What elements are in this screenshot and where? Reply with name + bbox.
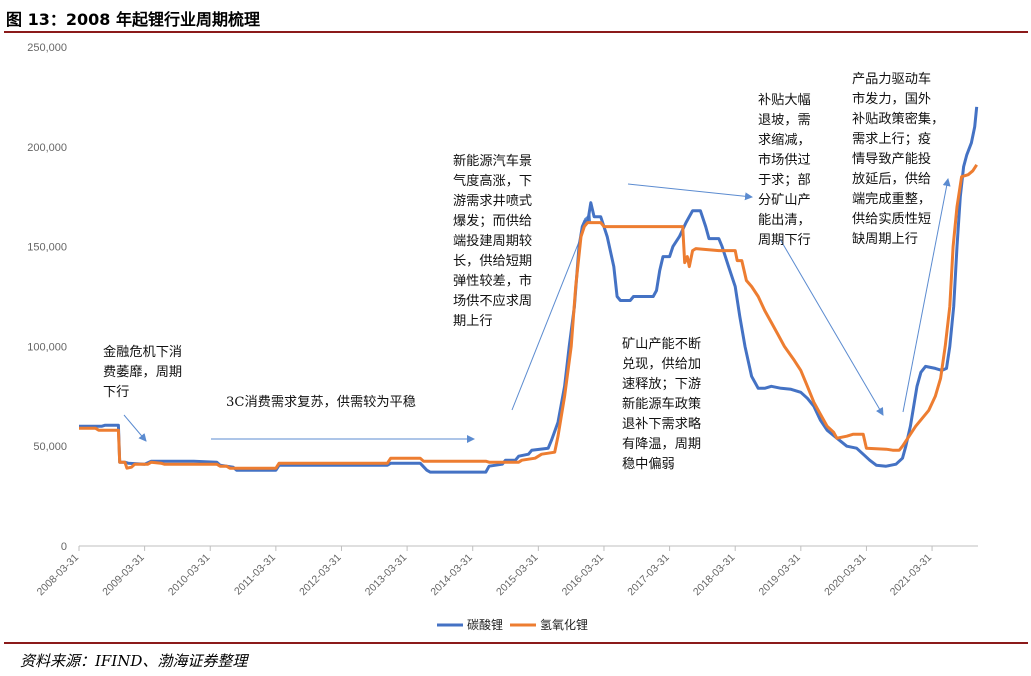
- y-axis: 0 50,000 100,000 150,000 200,000 250,000: [27, 42, 67, 553]
- annotation-line: 气度高涨，下: [453, 174, 533, 189]
- x-tick-label: 2009-03-31: [100, 552, 147, 599]
- y-tick-label: 250,000: [27, 42, 67, 54]
- x-tick-label: 2014-03-31: [428, 552, 475, 599]
- legend: 碳酸锂 氢氧化锂: [437, 617, 588, 632]
- annotation-line: 矿山产能不断: [622, 337, 702, 352]
- annotation-line: 有降温，周期: [622, 437, 702, 452]
- annotation-line: 3C消费需求复苏，供需较为平稳: [226, 395, 416, 410]
- annotation-ev-boom: 新能源汽车景 气度高涨，下 游需求井喷式 爆发；而供给 端投建周期较 长，供给短期 弹性较差…: [453, 152, 532, 332]
- annotation-arrow: [627, 183, 753, 201]
- y-tick-label: 50,000: [33, 441, 67, 453]
- figure-title: 图 13：2008 年起锂行业周期梳理: [6, 10, 260, 29]
- x-tick-label: 2011-03-31: [232, 552, 278, 598]
- source-note: 资料来源：IFIND、渤海证券整理: [20, 652, 248, 670]
- annotation-line: 兑现，供给加: [622, 357, 702, 372]
- y-tick-label: 100,000: [27, 341, 67, 353]
- x-tick-label: 2013-03-31: [363, 552, 410, 599]
- x-tick-label: 2012-03-31: [297, 552, 344, 599]
- x-tick-label: 2017-03-31: [625, 552, 672, 599]
- annotation-line: 能出清，: [758, 213, 811, 228]
- annotation-demand-upcycle: 产品力驱动车 市发力，国外 补贴政策密集， 需求上行；疫 情导致产能投 放延后，供给 端完成…: [852, 70, 944, 250]
- annotation-line: 产品力驱动车: [852, 72, 932, 87]
- x-tick-label: 2018-03-31: [691, 552, 738, 599]
- annotation-line: 情导致产能投: [852, 152, 932, 167]
- annotation-line: 求缩减，: [758, 133, 811, 148]
- annotation-line: 于求；部: [758, 173, 811, 188]
- series-layer: [79, 106, 979, 474]
- annotation-line: 弹性较差，市: [453, 274, 533, 289]
- annotation-line: 端投建周期较: [453, 234, 533, 249]
- y-tick-label: 150,000: [27, 242, 67, 254]
- series-line-lithium-carbonate: [79, 106, 979, 474]
- annotation-line: 分矿山产: [758, 193, 811, 208]
- annotation-line: 市场供过: [758, 153, 811, 168]
- x-tick-label: 2010-03-31: [166, 552, 213, 599]
- annotation-line: 游需求井喷式: [453, 194, 533, 209]
- x-tick-label: 2016-03-31: [560, 552, 607, 599]
- annotation-line: 期上行: [453, 314, 493, 329]
- figure-header: 图 13：2008 年起锂行业周期梳理: [0, 0, 1031, 32]
- annotation-line: 场供不应求周: [453, 294, 533, 309]
- bottom-rule: [4, 642, 1028, 644]
- annotation-line: 金融危机下消: [103, 345, 183, 360]
- annotation-line: 下行: [103, 385, 130, 400]
- annotation-line: 补贴政策密集，: [852, 112, 945, 127]
- annotation-arrow: [902, 178, 951, 413]
- legend-label: 碳酸锂: [467, 617, 503, 632]
- x-tick-label: 2008-03-31: [35, 552, 82, 599]
- annotation-capacity-release: 矿山产能不断 兑现，供给加 速释放；下游 新能源车政策 退补下需求略 有降温，周期 稳中偏弱: [622, 335, 701, 475]
- annotation-line: 退补下需求略: [622, 417, 702, 432]
- annotation-financial-crisis: 金融危机下消 费萎靡，周期 下行: [103, 343, 182, 403]
- annotation-line: 补贴大幅: [758, 93, 811, 108]
- annotation-3c-recovery: 3C消费需求复苏，供需较为平稳: [226, 393, 416, 413]
- annotation-line: 速释放；下游: [622, 377, 702, 392]
- x-tick-label: 2021-03-31: [888, 552, 935, 599]
- annotation-line: 需求上行；疫: [852, 132, 932, 147]
- annotation-arrows: [123, 178, 951, 443]
- annotation-arrow: [779, 238, 884, 416]
- annotation-arrow: [511, 213, 592, 411]
- legend-label: 氢氧化锂: [540, 617, 588, 632]
- annotation-line: 市发力，国外: [852, 92, 932, 107]
- annotation-line: 供给实质性短: [852, 212, 932, 227]
- annotation-line: 长，供给短期: [453, 254, 533, 269]
- x-tick-label: 2015-03-31: [494, 552, 541, 599]
- annotation-subsidy-cut: 补贴大幅退坡，需求缩减， 市场供过于求；部分矿山产能出清， 周期下行: [758, 91, 811, 251]
- y-tick-label: 0: [61, 541, 67, 553]
- annotation-line: 缺周期上行: [852, 232, 918, 247]
- annotation-line: 新能源汽车景: [453, 154, 533, 169]
- annotation-line: 端完成重整，: [852, 192, 932, 207]
- y-tick-label: 200,000: [27, 142, 67, 154]
- annotation-line: 爆发；而供给: [453, 214, 533, 229]
- annotation-arrow: [123, 414, 147, 442]
- annotation-line: 周期下行: [758, 233, 811, 248]
- top-rule: [4, 31, 1028, 33]
- annotation-line: 稳中偏弱: [622, 457, 675, 472]
- annotation-line: 新能源车政策: [622, 397, 702, 412]
- annotation-line: 退坡，需: [758, 113, 811, 128]
- x-axis: 2008-03-31 2009-03-31 2010-03-31 2011-03-31…: [35, 545, 978, 599]
- x-tick-label: 2019-03-31: [756, 552, 803, 599]
- annotation-line: 费萎靡，周期: [103, 365, 183, 380]
- line-chart: 0 50,000 100,000 150,000 200,000 250,000 2008…: [27, 42, 979, 632]
- series-line-lithium-hydroxide: [79, 163, 978, 470]
- x-tick-label: 2020-03-31: [822, 552, 869, 599]
- annotation-line: 放延后，供给: [852, 172, 932, 187]
